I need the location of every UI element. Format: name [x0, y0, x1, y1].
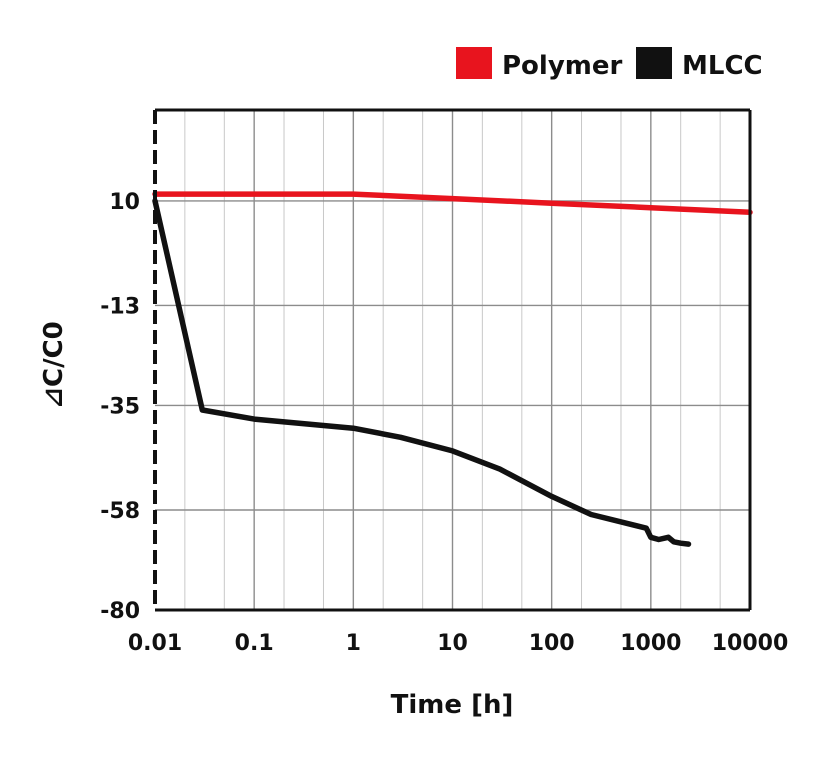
legend-label-polymer: Polymer — [502, 51, 623, 81]
series-line-polymer — [152, 191, 753, 216]
x-tick-label: 0.1 — [235, 631, 274, 656]
legend: Polymer MLCC — [456, 47, 763, 81]
x-tick-label: 10000 — [712, 631, 789, 656]
x-axis-label: Time [h] — [391, 690, 514, 720]
y-tick-label: -80 — [100, 599, 140, 624]
y-axis-label: ⊿C/C0 — [39, 321, 69, 409]
y-tick-label: -13 — [100, 294, 140, 319]
y-tick-label: -58 — [100, 499, 140, 524]
y-tick-label: -35 — [100, 394, 140, 419]
series-line-mlcc — [152, 198, 692, 547]
series-lines — [152, 191, 753, 547]
y-tick-label: 10 — [109, 190, 140, 215]
x-axis-ticks: 0.01 0.1 1 10 100 1000 10000 — [128, 631, 788, 656]
x-tick-label: 1000 — [620, 631, 681, 656]
plot-frame — [153, 108, 752, 612]
x-tick-label: 10 — [437, 631, 468, 656]
x-tick-label: 0.01 — [128, 631, 182, 656]
y-axis-ticks: 10 -13 -35 -58 -80 — [100, 190, 140, 624]
legend-label-mlcc: MLCC — [682, 51, 763, 81]
legend-swatch-polymer — [456, 47, 492, 79]
x-tick-label: 1 — [346, 631, 361, 656]
x-tick-label: 100 — [529, 631, 575, 656]
legend-swatch-mlcc — [636, 47, 672, 79]
grid — [155, 109, 750, 610]
